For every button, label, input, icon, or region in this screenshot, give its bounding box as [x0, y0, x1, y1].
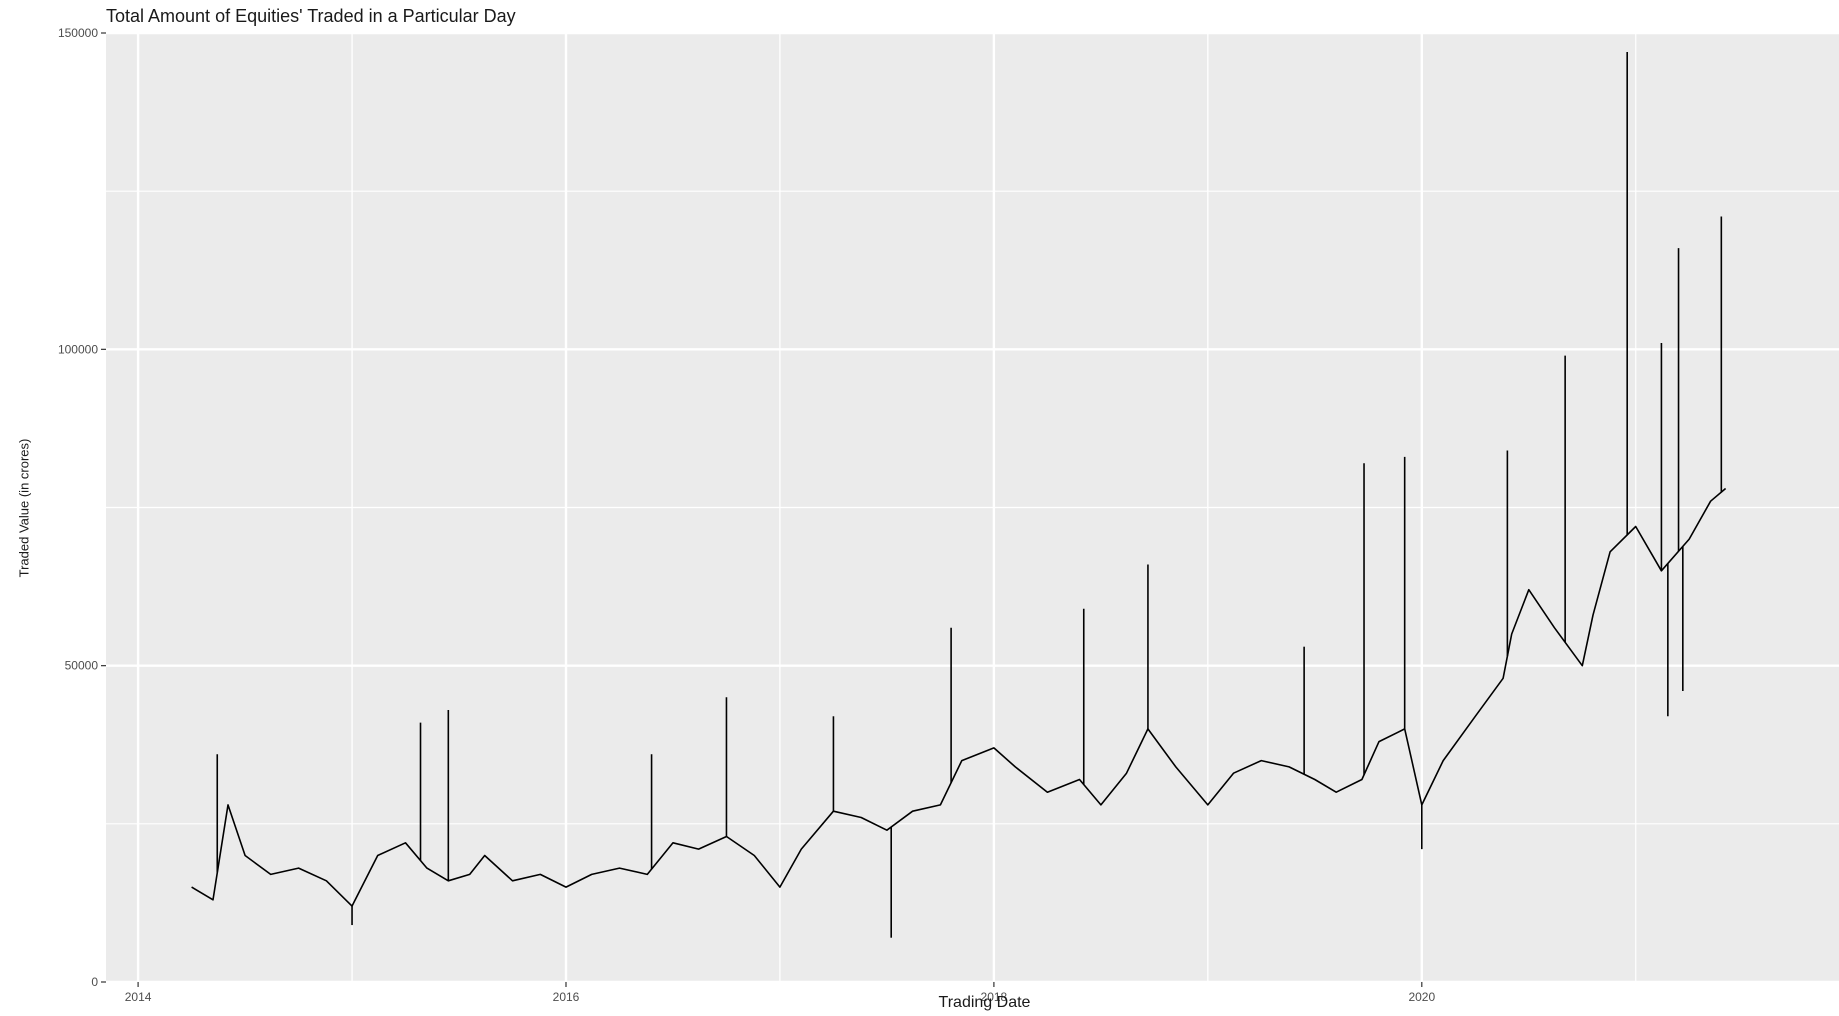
x-tick-labels: 2014 2016 2018 2020	[125, 990, 1436, 1004]
x-tick-label: 2016	[553, 990, 580, 1004]
x-tick-label: 2014	[125, 990, 152, 1004]
x-tick-label: 2020	[1408, 990, 1435, 1004]
y-tick-labels: 0 50000 100000 150000	[58, 26, 98, 989]
major-gridlines	[106, 31, 1839, 984]
y-axis-title: Traded Value (in crores)	[16, 438, 32, 578]
x-axis-title: Trading Date	[938, 994, 1031, 1011]
y-tick-label: 50000	[65, 659, 99, 673]
series-layer	[191, 51, 1727, 938]
axis-ticks	[101, 32, 1423, 987]
y-tick-label: 100000	[58, 342, 98, 356]
y-tick-label: 150000	[58, 26, 98, 40]
x-tick-label: 2018	[981, 990, 1008, 1004]
y-tick-label: 0	[91, 975, 98, 989]
minor-gridlines	[106, 33, 1839, 982]
chart-title: Total Amount of Equities' Traded in a Pa…	[106, 6, 516, 26]
